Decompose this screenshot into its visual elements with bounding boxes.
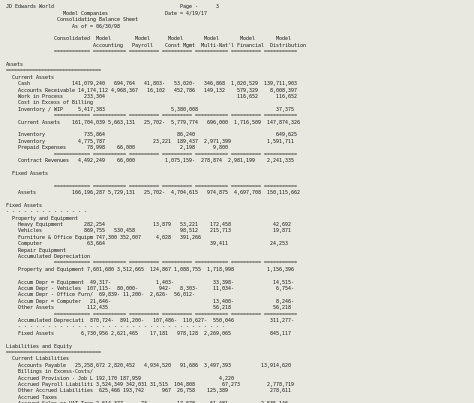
Text: JD Edwards World                                          Page -      3
        : JD Edwards World Page - 3	[6, 4, 306, 403]
